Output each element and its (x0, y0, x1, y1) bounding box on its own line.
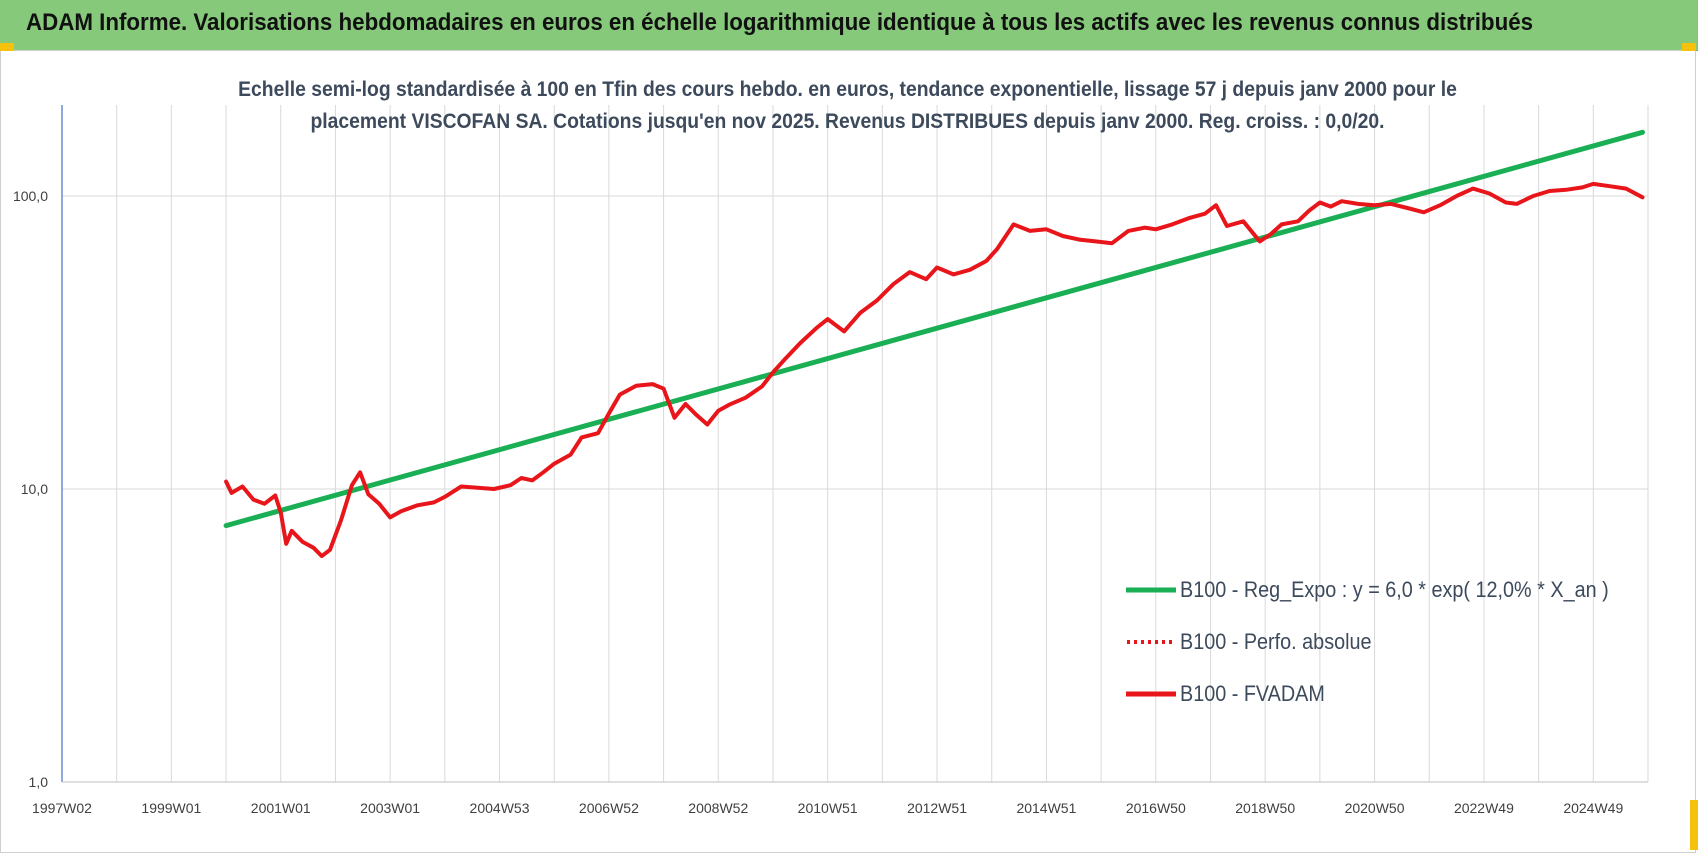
legend-label-perfo: B100 - Perfo. absolue (1180, 629, 1372, 654)
x-tick-label: 2006W52 (579, 800, 639, 816)
legend-swatch-fvadam (1126, 691, 1176, 697)
x-tick-label: 1997W02 (32, 800, 92, 816)
x-tick-label: 2014W51 (1016, 800, 1076, 816)
header-banner: ADAM Informe. Valorisations hebdomadaire… (0, 0, 1698, 51)
x-tick-label: 2016W50 (1126, 800, 1186, 816)
legend-label-fvadam: B100 - FVADAM (1180, 681, 1325, 706)
x-tick-label: 2008W52 (688, 800, 748, 816)
corner-accent-top-left (0, 43, 14, 51)
x-tick-label: 2024W49 (1563, 800, 1623, 816)
chart-title-line-2: placement VISCOFAN SA. Cotations jusqu'e… (310, 110, 1385, 133)
legend-item-perfo: B100 - Perfo. absolue (1126, 616, 1656, 668)
series-line-regression (223, 129, 1645, 529)
y-tick-label: 1,0 (29, 774, 49, 790)
y-tick-label: 100,0 (13, 188, 48, 204)
plot-area (223, 129, 1645, 559)
legend-label-regression: B100 - Reg_Expo : y = 6,0 * exp( 12,0% *… (1180, 577, 1609, 602)
axes: 1,0 10,0 100,0 1997W02 1999W01 2001W01 2003W01… (13, 105, 1648, 816)
x-tick-label: 2022W49 (1454, 800, 1514, 816)
x-tick-label: 2010W51 (798, 800, 858, 816)
x-tick-label: 2012W51 (907, 800, 967, 816)
chart-frame (0, 50, 1696, 853)
x-tick-label: 2003W01 (360, 800, 420, 816)
x-tick-label: 2001W01 (251, 800, 311, 816)
legend-swatch-regression (1126, 587, 1176, 593)
x-tick-label: 2004W53 (470, 800, 530, 816)
banner-title: ADAM Informe. Valorisations hebdomadaire… (26, 9, 1534, 36)
chart-title: Echelle semi-log standardisée à 100 en T… (224, 74, 1471, 138)
legend-item-regression: B100 - Reg_Expo : y = 6,0 * exp( 12,0% *… (1126, 564, 1656, 616)
series-line-fvadam (224, 181, 1645, 559)
legend-swatch-perfo (1127, 640, 1176, 644)
corner-accent-right (1690, 800, 1698, 850)
chart-title-line-1: Echelle semi-log standardisée à 100 en T… (238, 78, 1457, 101)
legend: B100 - Reg_Expo : y = 6,0 * exp( 12,0% *… (1126, 564, 1656, 720)
x-tick-label: 1999W01 (141, 800, 201, 816)
corner-accent-top-right (1682, 43, 1696, 51)
y-tick-label: 10,0 (21, 481, 48, 497)
x-tick-label: 2018W50 (1235, 800, 1295, 816)
legend-item-fvadam: B100 - FVADAM (1126, 668, 1656, 720)
x-tick-label: 2020W50 (1345, 800, 1405, 816)
